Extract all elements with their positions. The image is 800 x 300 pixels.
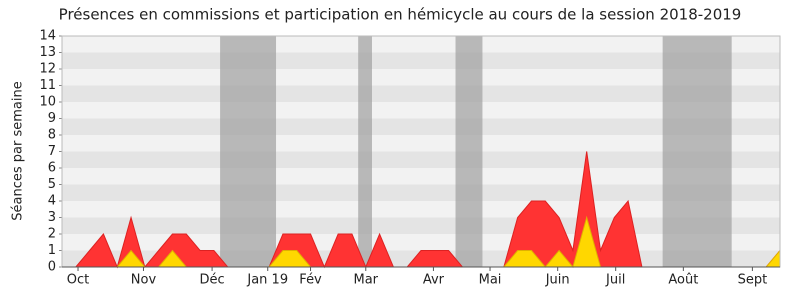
y-tick-label: 12 <box>39 62 56 77</box>
x-tick-label: Nov <box>131 273 157 288</box>
x-tick-label: Juin <box>545 273 570 288</box>
y-tick-label: 7 <box>48 144 56 159</box>
vacation-band <box>662 36 732 267</box>
y-tick-label: 6 <box>48 161 56 176</box>
x-tick-label: Mar <box>354 273 379 288</box>
y-tick-label: 14 <box>39 29 56 44</box>
x-tick-label: Oct <box>67 273 89 288</box>
y-tick-label: 3 <box>48 210 56 225</box>
vacation-band <box>455 36 483 267</box>
y-tick-label: 0 <box>48 260 56 275</box>
y-tick-label: 2 <box>48 227 56 242</box>
y-tick-label: 10 <box>39 95 56 110</box>
x-tick-label: Jan 19 <box>246 273 288 288</box>
x-tick-label: Juil <box>605 273 625 288</box>
x-tick-label: Fév <box>299 273 322 288</box>
x-tick-label: Août <box>668 273 698 288</box>
x-tick-label: Déc <box>200 273 225 288</box>
y-tick-label: 9 <box>48 111 56 126</box>
x-tick-label: Avr <box>423 273 445 288</box>
x-tick-label: Mai <box>479 273 502 288</box>
y-tick-label: 13 <box>39 45 56 60</box>
y-tick-label: 1 <box>48 243 56 258</box>
y-axis-label: Séances par semaine <box>11 81 26 220</box>
chart-title: Présences en commissions et participatio… <box>59 6 742 24</box>
y-tick-label: 4 <box>48 194 56 209</box>
vacation-band <box>358 36 372 267</box>
vacation-band <box>220 36 277 267</box>
y-tick-label: 11 <box>39 78 56 93</box>
x-tick-label: Sept <box>738 273 768 288</box>
y-tick-label: 8 <box>48 128 56 143</box>
y-tick-label: 5 <box>48 177 56 192</box>
